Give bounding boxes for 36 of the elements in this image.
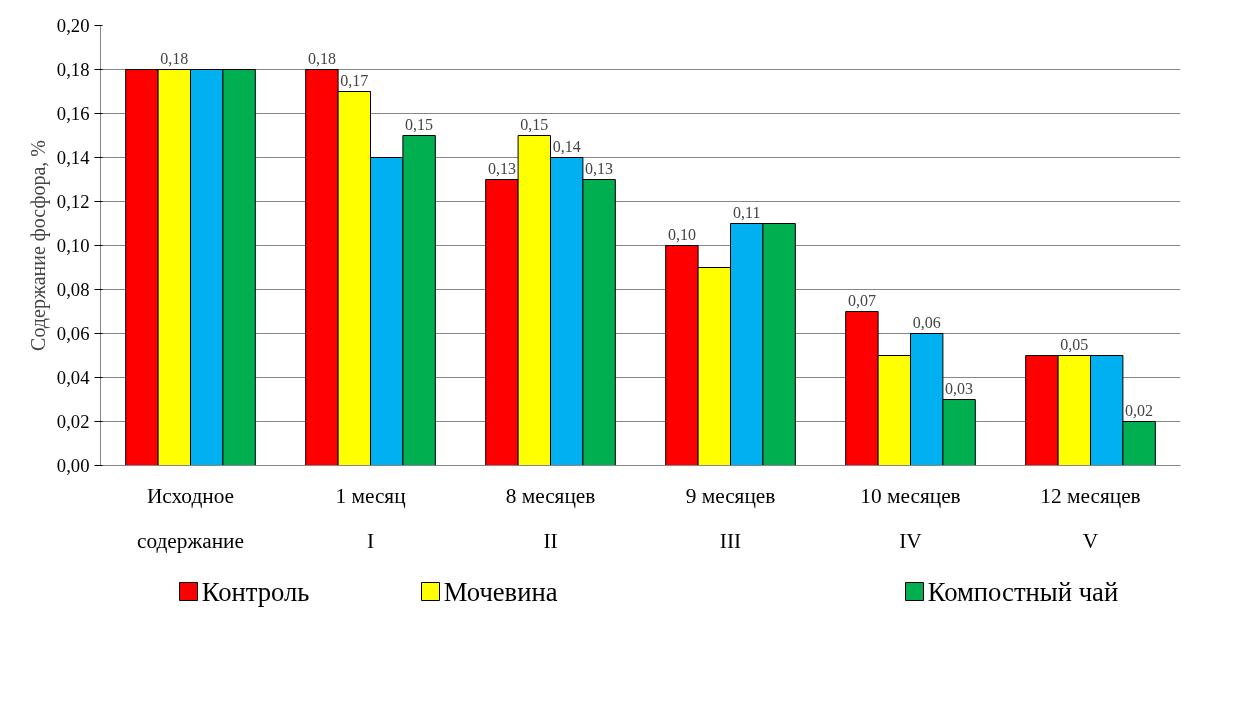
x-tick-label: 10 месяцев IV bbox=[860, 483, 961, 554]
data-label: 0,15 bbox=[520, 115, 549, 133]
data-label: 0,05 bbox=[1060, 335, 1089, 353]
data-label: 0,10 bbox=[667, 225, 696, 243]
legend-label: Компостный чай bbox=[927, 576, 1119, 607]
y-tick-label: 0,20 bbox=[56, 15, 90, 36]
data-label: 0,13 bbox=[487, 159, 516, 177]
data-label: 0,02 bbox=[1125, 401, 1154, 419]
x-tick-label: 8 месяцев II bbox=[505, 483, 596, 554]
data-label: 0,11 bbox=[733, 203, 761, 221]
data-label: 0,18 bbox=[160, 49, 189, 67]
data-label: 0,03 bbox=[945, 379, 974, 397]
y-tick-label: 0,04 bbox=[56, 367, 91, 388]
data-label: 0,17 bbox=[340, 71, 369, 89]
y-tick-label: 0,10 bbox=[56, 235, 90, 256]
y-tick-label: 0,00 bbox=[56, 455, 90, 476]
y-tick-label: 0,06 bbox=[56, 323, 90, 344]
legend-label: Мочевина bbox=[443, 576, 558, 607]
x-tick-label: 9 месяцев III bbox=[685, 483, 776, 554]
y-tick-label: 0,12 bbox=[56, 191, 90, 212]
y-axis-title: Содержание фосфора, % bbox=[26, 140, 50, 351]
data-label: 0,15 bbox=[405, 115, 434, 133]
data-label: 0,07 bbox=[847, 291, 876, 309]
y-tick-label: 0,02 bbox=[56, 411, 90, 432]
y-tick-label: 0,18 bbox=[56, 59, 90, 80]
y-tick-label: 0,08 bbox=[56, 279, 90, 300]
legend-label: Контроль bbox=[201, 576, 310, 607]
y-tick-label: 0,16 bbox=[56, 103, 90, 124]
y-tick-label: 0,14 bbox=[56, 147, 91, 168]
data-label: 0,14 bbox=[552, 137, 581, 155]
data-label: 0,06 bbox=[912, 313, 941, 331]
x-tick-label: 12 месяцев V bbox=[1040, 483, 1141, 554]
data-label: 0,18 bbox=[307, 49, 336, 67]
x-tick-label: Исходное содержание bbox=[137, 483, 244, 554]
data-label: 0,13 bbox=[585, 159, 614, 177]
x-tick-label: 1 месяц I bbox=[335, 483, 406, 554]
